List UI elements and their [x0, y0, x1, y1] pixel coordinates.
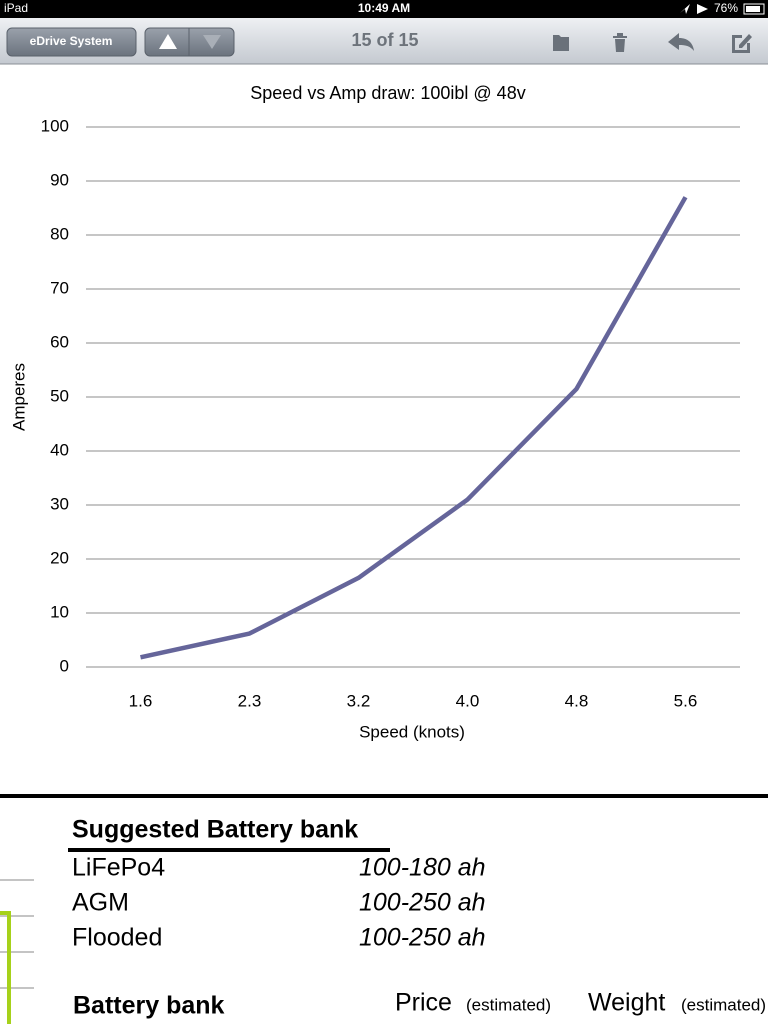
status-bar	[0, 0, 768, 18]
reply-button[interactable]	[668, 33, 694, 51]
battery-type: AGM	[72, 889, 129, 917]
y-tick-label: 30	[50, 494, 69, 513]
x-tick-label: 1.6	[129, 691, 153, 710]
delete-button[interactable]	[613, 33, 627, 52]
location-icon	[680, 4, 690, 14]
y-tick-label: 80	[50, 224, 69, 243]
carrier: iPad	[4, 1, 28, 15]
battery-level: 76%	[714, 1, 738, 15]
section-title: Suggested Battery bank	[72, 816, 358, 844]
page-separator	[0, 794, 768, 798]
y-tick-label: 90	[50, 170, 69, 189]
battery-fill	[746, 6, 760, 12]
chart-title: Speed vs Amp draw: 100ibl @ 48v	[250, 83, 525, 103]
battery-list: LiFePo4 100-180 ah AGM 100-250 ah Flooded 100…	[72, 854, 486, 952]
y-tick-label: 70	[50, 278, 69, 297]
y-tick-label: 20	[50, 548, 69, 567]
x-tick-label: 4.0	[456, 691, 480, 710]
battery-icon	[743, 3, 765, 15]
x-tick-label: 4.8	[565, 691, 589, 710]
next-button[interactable]	[203, 35, 221, 49]
y-axis-label: Amperes	[9, 363, 28, 431]
battery-capacity: 100-180 ah	[359, 854, 486, 882]
battery-type: Flooded	[72, 924, 162, 952]
weight-header: Weight	[588, 989, 665, 1017]
side-highlight	[0, 911, 11, 1024]
compose-button[interactable]	[732, 34, 752, 53]
y-tick-label: 100	[41, 116, 69, 135]
back-button-label[interactable]: eDrive System	[30, 34, 113, 48]
price-note: (estimated)	[466, 995, 551, 1014]
clock: 10:49 AM	[358, 1, 410, 15]
x-axis-label: Speed (knots)	[359, 722, 465, 741]
price-header: Price	[395, 989, 452, 1017]
y-tick-label: 40	[50, 440, 69, 459]
battery-capacity: 100-250 ah	[359, 924, 486, 952]
section-underline	[68, 848, 390, 852]
y-tick-label: 0	[60, 656, 69, 675]
y-tick-label: 50	[50, 386, 69, 405]
weight-note: (estimated)	[681, 995, 766, 1014]
chart: Speed vs Amp draw: 100ibl @ 48v Amperes …	[9, 83, 740, 741]
x-tick-label: 5.6	[674, 691, 698, 710]
y-tick-label: 10	[50, 602, 69, 621]
x-tick-label: 3.2	[347, 691, 371, 710]
move-button[interactable]	[553, 35, 569, 51]
data-line	[140, 196, 688, 660]
table-title: Battery bank	[73, 992, 225, 1020]
message-position: 15 of 15	[351, 30, 418, 50]
x-tick-label: 2.3	[238, 691, 262, 710]
previous-button[interactable]	[159, 34, 177, 49]
battery-type: LiFePo4	[72, 854, 165, 882]
back-button[interactable]	[6, 27, 137, 57]
y-tick-label: 60	[50, 332, 69, 351]
battery-capacity: 100-250 ah	[359, 889, 486, 917]
play-icon	[697, 4, 708, 14]
